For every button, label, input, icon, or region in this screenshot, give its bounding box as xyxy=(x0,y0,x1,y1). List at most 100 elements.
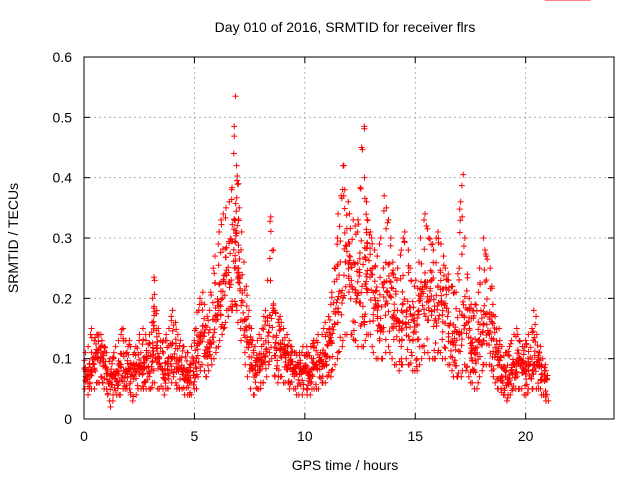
data-point xyxy=(390,336,397,343)
data-point xyxy=(188,343,195,350)
data-point xyxy=(230,246,237,253)
data-point xyxy=(205,367,212,374)
data-point xyxy=(228,277,235,284)
data-point xyxy=(165,375,172,382)
data-point xyxy=(427,267,434,274)
data-point xyxy=(252,379,259,386)
data-point xyxy=(91,385,98,392)
x-tick-label: 10 xyxy=(297,428,313,444)
data-point xyxy=(243,323,250,330)
data-point xyxy=(133,368,140,375)
data-point xyxy=(183,357,190,364)
data-point xyxy=(334,296,341,303)
data-point xyxy=(456,229,463,236)
data-point xyxy=(231,238,238,245)
data-point xyxy=(363,211,370,218)
data-point xyxy=(386,349,393,356)
data-point xyxy=(514,347,521,354)
data-point xyxy=(473,301,480,308)
data-point xyxy=(258,335,265,342)
data-point xyxy=(202,322,209,329)
data-point xyxy=(125,351,132,358)
data-point xyxy=(225,269,232,276)
data-point xyxy=(167,360,174,367)
data-point xyxy=(233,230,240,237)
data-point xyxy=(280,325,287,332)
data-point xyxy=(481,302,488,309)
data-point xyxy=(397,252,404,259)
data-point xyxy=(217,302,224,309)
data-point xyxy=(108,366,115,373)
data-point xyxy=(176,342,183,349)
data-point xyxy=(150,367,157,374)
y-tick-label: 0.2 xyxy=(53,290,73,306)
data-point xyxy=(424,349,431,356)
data-point xyxy=(448,347,455,354)
data-point xyxy=(357,184,364,191)
data-point xyxy=(228,196,235,203)
data-point xyxy=(439,311,446,318)
data-point xyxy=(341,186,348,193)
data-point xyxy=(307,343,314,350)
data-point xyxy=(387,242,394,249)
data-point xyxy=(211,253,218,260)
x-tick-label: 5 xyxy=(191,428,199,444)
data-point xyxy=(339,287,346,294)
data-point xyxy=(219,331,226,338)
data-point xyxy=(174,331,181,338)
data-point xyxy=(312,381,319,388)
data-point xyxy=(84,367,91,374)
data-point xyxy=(97,331,104,338)
data-point xyxy=(324,342,331,349)
data-point xyxy=(222,254,229,261)
data-point xyxy=(127,343,134,350)
data-point xyxy=(201,315,208,322)
data-point xyxy=(235,272,242,279)
data-point xyxy=(399,301,406,308)
data-point xyxy=(112,376,119,383)
data-point xyxy=(476,373,483,380)
data-point xyxy=(287,361,294,368)
data-point xyxy=(243,303,250,310)
data-point xyxy=(191,327,198,334)
data-point xyxy=(172,319,179,326)
data-point xyxy=(101,375,108,382)
data-point xyxy=(390,285,397,292)
data-point xyxy=(475,379,482,386)
data-point xyxy=(231,123,238,130)
data-point xyxy=(229,184,236,191)
data-point xyxy=(295,376,302,383)
data-point xyxy=(412,277,419,284)
data-point xyxy=(136,356,143,363)
data-point xyxy=(277,326,284,333)
data-point xyxy=(323,362,330,369)
data-point xyxy=(205,317,212,324)
data-point xyxy=(456,265,463,272)
data-point xyxy=(322,379,329,386)
data-point xyxy=(334,235,341,241)
data-point xyxy=(512,374,519,381)
data-point xyxy=(440,262,447,269)
data-point xyxy=(173,340,180,347)
data-point xyxy=(238,246,245,253)
data-point xyxy=(201,301,208,308)
data-point xyxy=(276,323,283,330)
data-point xyxy=(275,316,282,323)
data-point xyxy=(93,346,100,353)
chart-title: Day 010 of 2016, SRMTID for receiver flr… xyxy=(215,19,476,35)
data-point xyxy=(110,354,117,361)
data-point xyxy=(450,290,457,297)
data-point xyxy=(322,350,329,357)
data-point xyxy=(319,331,326,338)
data-point xyxy=(418,355,425,362)
data-point xyxy=(91,366,98,373)
data-point xyxy=(463,287,470,294)
data-point xyxy=(180,343,187,350)
data-point xyxy=(442,355,449,362)
data-point xyxy=(421,216,428,223)
data-point xyxy=(155,330,162,337)
data-point xyxy=(513,325,520,332)
data-point xyxy=(334,349,341,356)
data-point xyxy=(244,292,251,299)
data-point xyxy=(404,346,411,353)
